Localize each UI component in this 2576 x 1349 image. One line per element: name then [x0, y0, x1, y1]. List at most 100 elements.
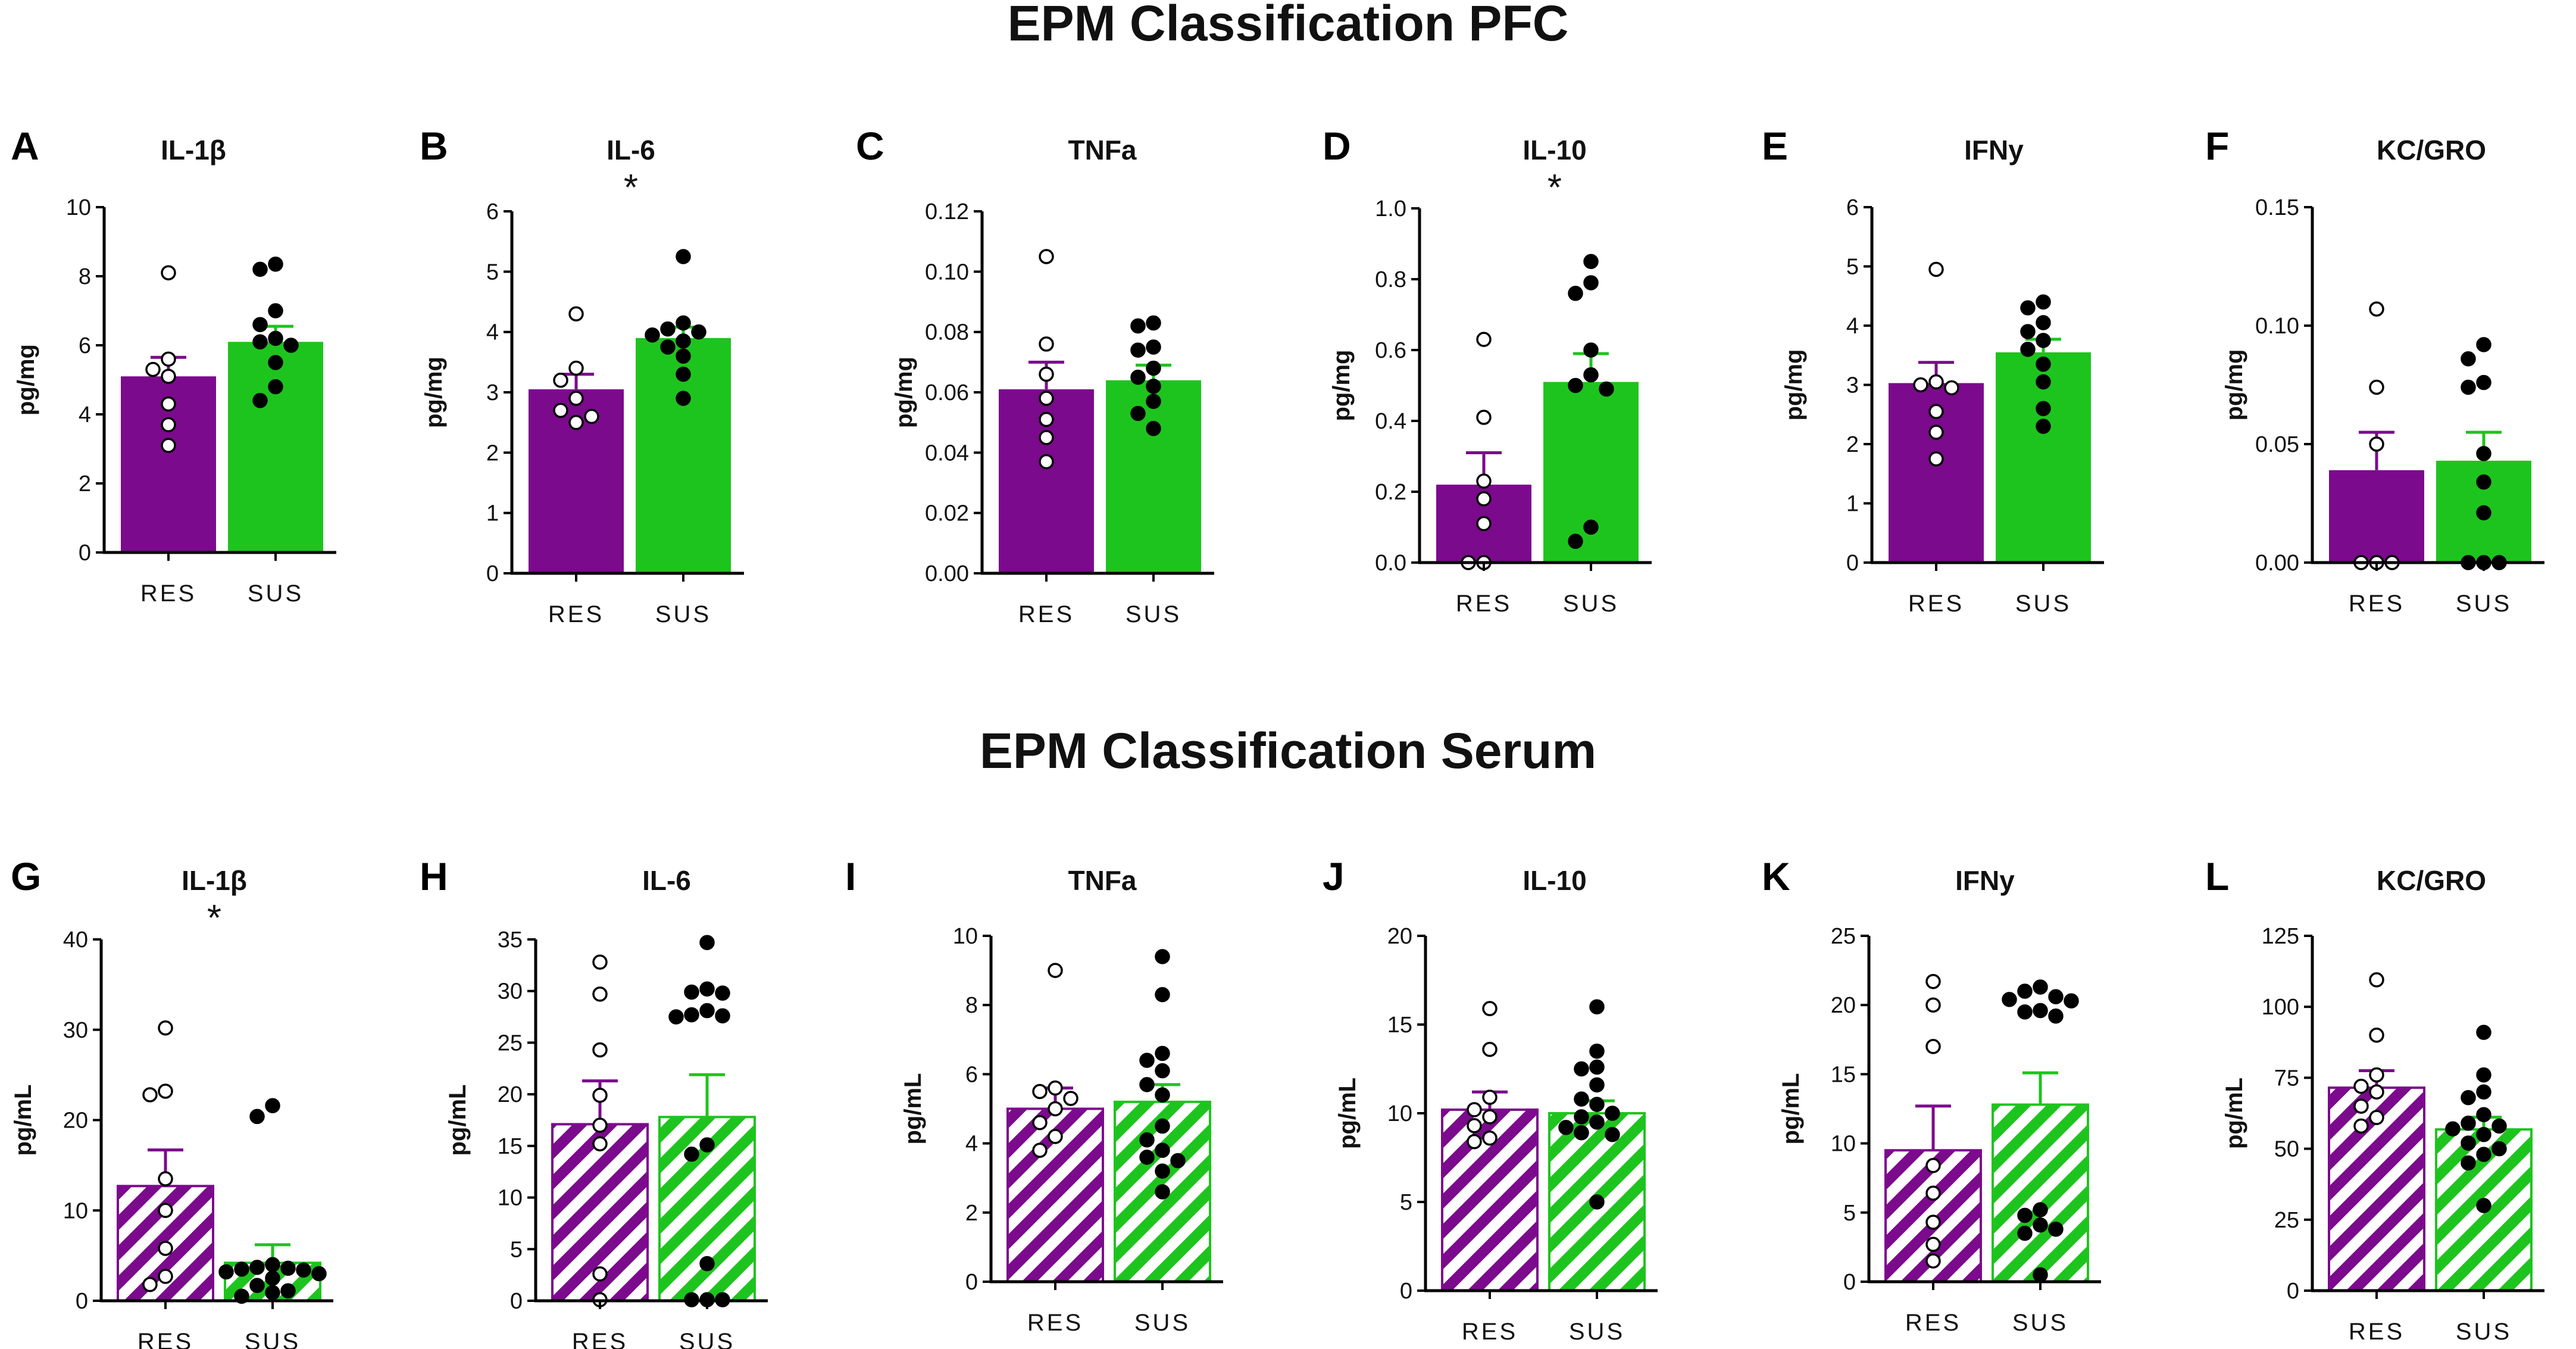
data-point [2036, 294, 2051, 310]
panel-letter: J [1323, 854, 1345, 898]
panel-letter: D [1323, 124, 1351, 168]
section-title-pfc: EPM Classification PFC [1008, 0, 1569, 51]
panel-title: TNFa [1068, 135, 1137, 165]
category-label: SUS [2456, 591, 2512, 617]
data-point [158, 1203, 173, 1218]
data-point [2476, 1147, 2491, 1162]
y-tick-label: 8 [79, 264, 91, 289]
data-point [2369, 972, 2384, 988]
data-point [2476, 505, 2491, 521]
chart-panel-g: G IL-1β* pg/mL 0 10 20 30 40 RES SUS [10, 854, 333, 1349]
data-point [2002, 992, 2017, 1007]
data-point [592, 1136, 608, 1152]
y-tick-label: 10 [1387, 1101, 1412, 1126]
significance-marker: * [1548, 167, 1562, 208]
data-point [699, 981, 715, 997]
data-point [2461, 1115, 2476, 1131]
data-point [2461, 1090, 2476, 1106]
data-point [676, 348, 691, 364]
y-tick-label: 0.04 [925, 441, 969, 466]
data-point [2461, 1155, 2476, 1171]
y-tick-label: 30 [498, 979, 523, 1004]
chart-panel-k: K IFNy pg/mL 0 5 10 15 20 25 RES SUS [1762, 854, 2101, 1336]
data-point [2461, 351, 2476, 367]
panel-title: IL-1β [161, 135, 226, 165]
data-point [1928, 404, 1944, 420]
data-point [1928, 451, 1944, 467]
y-tick-label: 2 [965, 1201, 978, 1226]
y-axis-label: pg/mL [1334, 1078, 1361, 1149]
data-point [1925, 973, 1941, 989]
data-point [568, 360, 584, 376]
data-point [1130, 405, 1146, 421]
y-tick-label: 10 [953, 924, 978, 949]
data-point [249, 1278, 265, 1293]
data-point [1048, 1080, 1063, 1096]
panel-letter: H [420, 854, 448, 898]
data-point [2476, 1107, 2491, 1123]
y-tick-label: 0.05 [2255, 432, 2299, 457]
data-point [1482, 1041, 1498, 1057]
category-label: SUS [2015, 591, 2071, 617]
panel-title: IFNy [1964, 135, 2024, 165]
data-point [1574, 1091, 1589, 1107]
category-label: RES [2349, 591, 2405, 617]
data-point [252, 317, 268, 332]
data-point [1155, 1087, 1170, 1103]
panel-letter: C [856, 124, 884, 168]
data-point [1155, 1063, 1170, 1079]
data-point [1928, 261, 1944, 277]
data-point [2048, 1008, 2064, 1024]
y-axis-label: pg/mL [900, 1073, 926, 1145]
y-tick-label: 0.0 [1375, 551, 1406, 576]
data-point [2064, 993, 2079, 1008]
data-point [584, 408, 599, 424]
y-tick-label: 10 [1831, 1132, 1856, 1157]
y-tick-label: 6 [965, 1062, 978, 1087]
data-point [1130, 369, 1146, 385]
data-point [699, 1256, 715, 1272]
data-point [218, 1264, 234, 1280]
data-point [1048, 1101, 1063, 1117]
data-point [142, 1087, 158, 1103]
data-point [142, 1276, 158, 1292]
y-tick-label: 30 [63, 1018, 88, 1043]
data-point [1476, 491, 1492, 507]
y-tick-label: 4 [1846, 314, 1859, 339]
y-tick-label: 5 [1846, 255, 1859, 280]
chart-panel-e: E IFNy pg/mg 0 1 2 3 4 5 6 RES SUS [1762, 124, 2104, 617]
data-point [2476, 474, 2491, 490]
y-tick-label: 4 [486, 320, 499, 345]
y-tick-label: 4 [79, 402, 91, 427]
chart-panel-j: J IL-10 pg/mL 0 5 10 15 20 RES SUS [1323, 854, 1658, 1345]
y-tick-label: 0 [79, 541, 91, 566]
data-point [1589, 1059, 1605, 1075]
data-point [2036, 356, 2051, 372]
data-point [1039, 336, 1054, 352]
data-point [1583, 367, 1599, 383]
panel-letter: A [11, 124, 39, 168]
significance-marker: * [207, 898, 221, 939]
data-point [1039, 366, 1054, 382]
category-label: SUS [679, 1329, 735, 1349]
y-tick-label: 0 [1843, 1270, 1856, 1295]
y-tick-label: 0.08 [925, 320, 969, 345]
significance-marker: * [624, 167, 638, 208]
data-point [2491, 1141, 2507, 1157]
data-point [2033, 1003, 2048, 1019]
y-tick-label: 3 [1846, 373, 1859, 398]
y-axis-label: pg/mL [10, 1085, 36, 1156]
y-tick-label: 5 [486, 260, 499, 285]
y-tick-label: 15 [1387, 1013, 1412, 1038]
data-point [699, 1137, 715, 1153]
y-axis-label: pg/mL [1778, 1073, 1804, 1145]
data-point [1155, 1163, 1170, 1179]
y-tick-label: 100 [2262, 995, 2299, 1020]
data-point [1146, 421, 1161, 436]
data-point [1063, 1091, 1078, 1106]
data-point [2036, 419, 2051, 434]
y-tick-label: 0.00 [925, 561, 969, 586]
data-point [1605, 1127, 1620, 1142]
data-point [268, 379, 283, 395]
panel-title: IL-10 [1523, 865, 1586, 896]
